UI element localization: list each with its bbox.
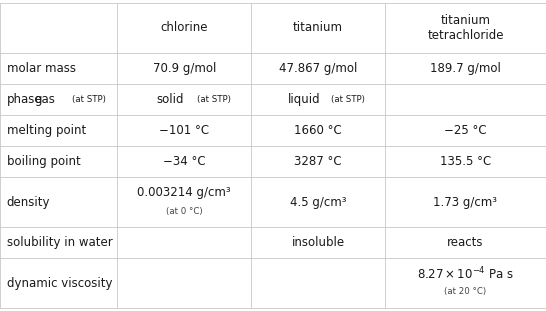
Text: (at 20 °C): (at 20 °C): [444, 287, 486, 296]
Text: (at STP): (at STP): [197, 95, 232, 104]
Text: density: density: [7, 196, 50, 209]
Text: 3287 °C: 3287 °C: [294, 155, 342, 168]
Text: melting point: melting point: [7, 124, 86, 137]
Text: dynamic viscosity: dynamic viscosity: [7, 276, 112, 290]
Text: 189.7 g/mol: 189.7 g/mol: [430, 62, 501, 75]
Text: solid: solid: [157, 93, 185, 106]
Text: 1.73 g/cm³: 1.73 g/cm³: [434, 196, 497, 209]
Text: 0.003214 g/cm³: 0.003214 g/cm³: [138, 186, 231, 199]
Text: reacts: reacts: [447, 236, 484, 249]
Text: liquid: liquid: [288, 93, 321, 106]
Text: solubility in water: solubility in water: [7, 236, 112, 249]
Text: chlorine: chlorine: [161, 21, 208, 35]
Text: (at STP): (at STP): [72, 95, 106, 104]
Text: boiling point: boiling point: [7, 155, 80, 168]
Text: titanium
tetrachloride: titanium tetrachloride: [427, 14, 504, 42]
Text: titanium: titanium: [293, 21, 343, 35]
Text: phase: phase: [7, 93, 42, 106]
Text: 70.9 g/mol: 70.9 g/mol: [152, 62, 216, 75]
Text: 1660 °C: 1660 °C: [294, 124, 342, 137]
Text: 47.867 g/mol: 47.867 g/mol: [279, 62, 357, 75]
Text: 135.5 °C: 135.5 °C: [440, 155, 491, 168]
Text: −34 °C: −34 °C: [163, 155, 206, 168]
Text: −101 °C: −101 °C: [159, 124, 209, 137]
Text: (at STP): (at STP): [331, 95, 365, 104]
Text: (at 0 °C): (at 0 °C): [166, 207, 203, 216]
Text: $8.27\times10^{-4}$ Pa s: $8.27\times10^{-4}$ Pa s: [417, 266, 514, 283]
Text: 4.5 g/cm³: 4.5 g/cm³: [290, 196, 346, 209]
Text: gas: gas: [34, 93, 56, 106]
Text: molar mass: molar mass: [7, 62, 75, 75]
Text: −25 °C: −25 °C: [444, 124, 487, 137]
Text: insoluble: insoluble: [292, 236, 345, 249]
